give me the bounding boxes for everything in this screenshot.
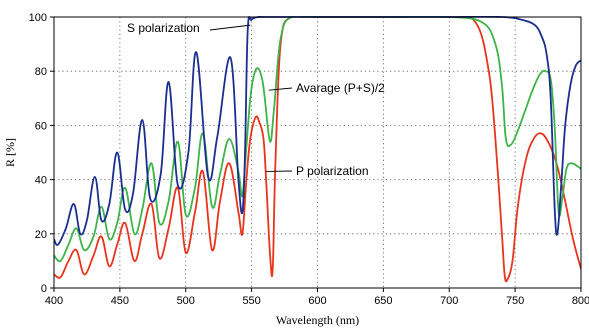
x-tick-label: 600: [308, 295, 326, 307]
annotation-label: P polarization: [296, 164, 369, 178]
tick-layer: 400 450 500 550 600 650 700 750 800 0 20 40 60 80 100: [29, 12, 589, 307]
y-tick-label: 0: [41, 283, 47, 295]
x-tick-label: 500: [177, 295, 195, 307]
y-tick-label: 80: [35, 66, 47, 78]
annotation-leader-line: [209, 24, 251, 31]
x-tick-label: 400: [45, 295, 63, 307]
x-tick-label: 750: [506, 295, 524, 307]
grid-layer: [54, 17, 581, 288]
annotation-label: S polarization: [127, 21, 200, 35]
x-tick-label: 450: [111, 295, 129, 307]
series-line-p-polarization: [54, 16, 581, 283]
x-tick-label: 550: [242, 295, 260, 307]
series-line-avarage-p-s-2: [54, 16, 581, 263]
annotation-layer: S polarization Avarage (P+S)/2 P polarizat…: [127, 21, 385, 178]
series-line-s-polarization: [54, 16, 581, 246]
annotation-label: Avarage (P+S)/2: [296, 81, 385, 95]
series-layer: [54, 16, 581, 283]
x-axis-title: Wavelength (nm): [276, 313, 359, 327]
x-tick-label: 800: [572, 295, 589, 307]
x-tick-label: 700: [440, 295, 458, 307]
y-tick-label: 100: [29, 12, 47, 24]
x-tick-label: 650: [374, 295, 392, 307]
y-tick-label: 60: [35, 120, 47, 132]
y-tick-label: 20: [35, 229, 47, 241]
y-tick-label: 40: [35, 175, 47, 187]
annotation-leader-line: [268, 87, 293, 91]
y-axis-title: R [%]: [3, 138, 17, 167]
